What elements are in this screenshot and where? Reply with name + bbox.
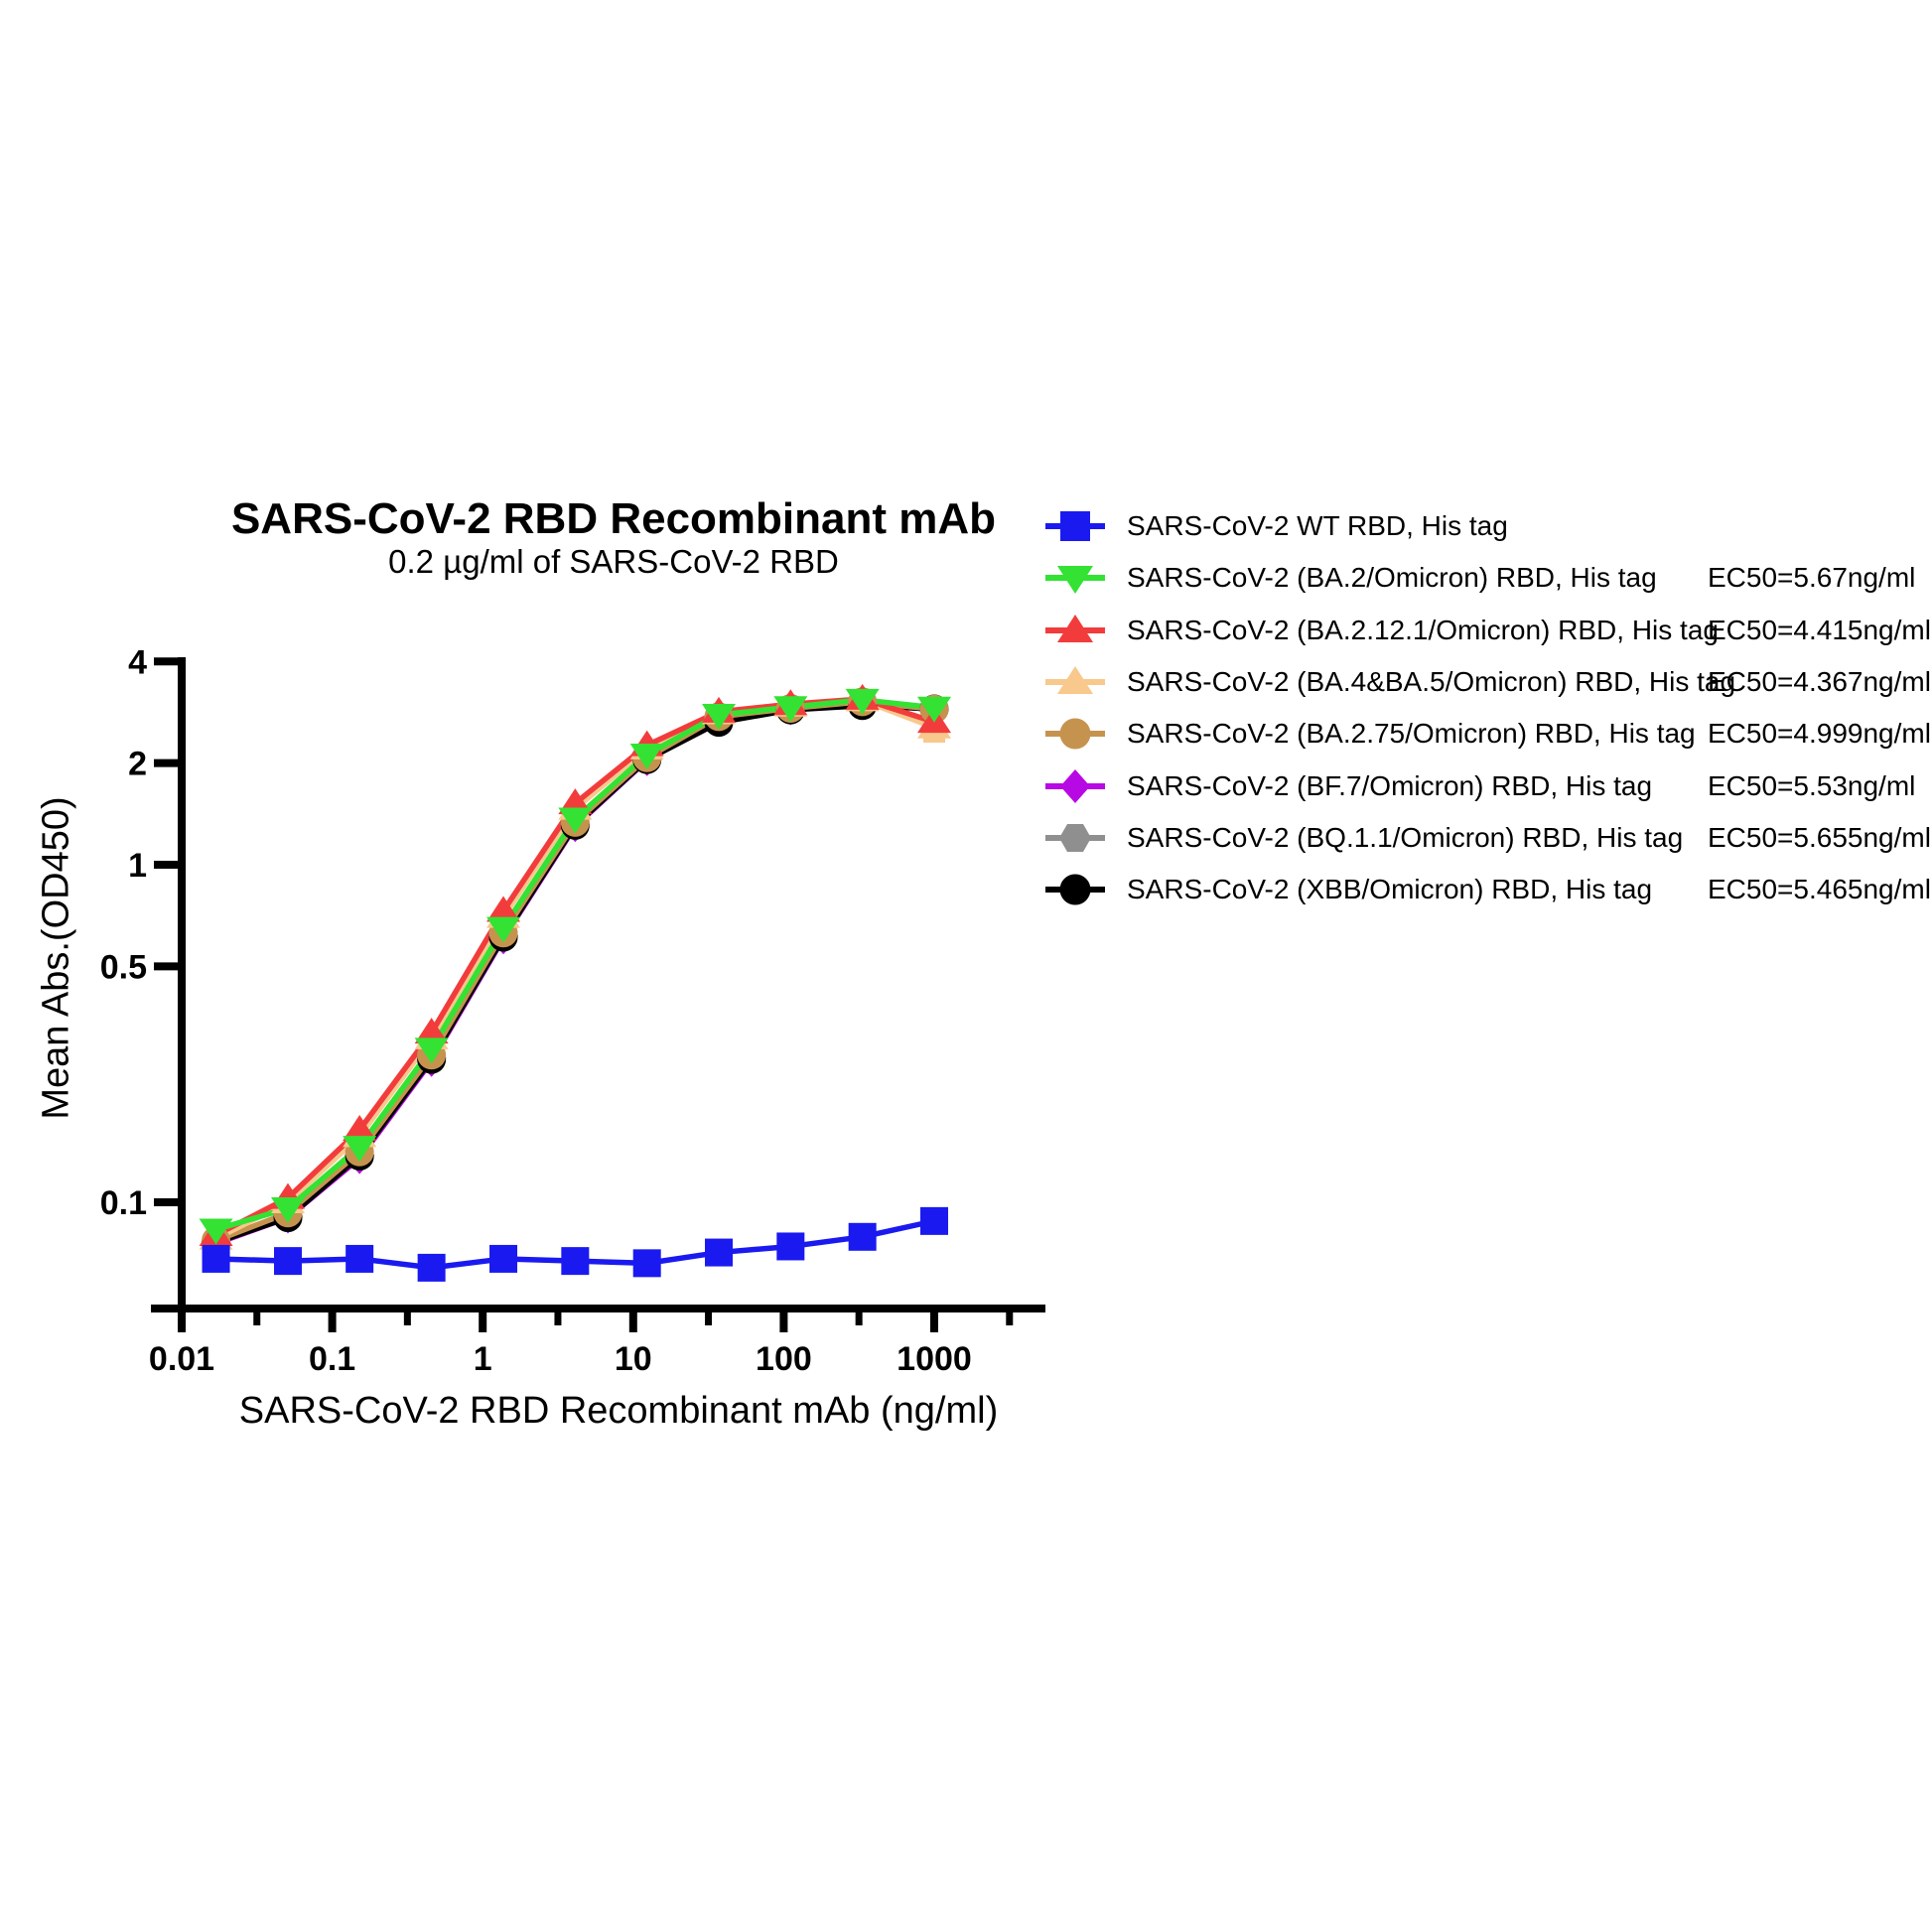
- x-tick-label: 0.01: [149, 1340, 214, 1378]
- triangle-down-legend-marker-icon: [1045, 566, 1105, 594]
- legend-row: SARS-CoV-2 (BA.2/Omicron) RBD, His tag EC…: [1042, 556, 1932, 600]
- chart-subtitle: 0.2 µg/ml of SARS-CoV-2 RBD: [388, 543, 839, 580]
- legend-series-label: SARS-CoV-2 WT RBD, His tag: [1127, 510, 1508, 541]
- chart-title: SARS-CoV-2 RBD Recombinant mAb: [230, 494, 997, 543]
- legend-series-label: SARS-CoV-2 (XBB/Omicron) RBD, His tag: [1127, 874, 1653, 904]
- data-point-triangle-down: [199, 1218, 233, 1245]
- legend-row: SARS-CoV-2 (BA.2.12.1/Omicron) RBD, His …: [1042, 609, 1932, 652]
- hexagon-legend-marker-icon: [1045, 824, 1105, 852]
- data-point-triangle-down: [773, 696, 808, 723]
- data-point-triangle-down: [271, 1197, 306, 1224]
- data-point-square: [848, 1222, 877, 1251]
- legend-series-label: SARS-CoV-2 (BA.2.12.1/Omicron) RBD, His …: [1127, 615, 1719, 645]
- data-point-triangle-down: [845, 688, 880, 715]
- legend-series-label: SARS-CoV-2 (BF.7/Omicron) RBD, His tag: [1127, 770, 1653, 801]
- y-tick-label: 1: [128, 847, 147, 885]
- data-point-triangle-down: [629, 744, 664, 770]
- data-point-square: [705, 1238, 734, 1267]
- x-tick-label: 0.1: [309, 1340, 355, 1378]
- series-line: [214, 699, 935, 1244]
- hexagon-icon: [1059, 824, 1091, 852]
- series-line: [214, 697, 935, 1242]
- legend-row: SARS-CoV-2 (BQ.1.1/Omicron) RBD, His tag…: [1042, 816, 1932, 860]
- legend-row: SARS-CoV-2 (BA.2.75/Omicron) RBD, His ta…: [1042, 712, 1932, 756]
- legend-ec50-value: EC50=4.415ng/ml: [1708, 615, 1931, 645]
- diamond-icon: [1060, 769, 1090, 803]
- data-point-square: [920, 1206, 948, 1235]
- data-point-triangle-up: [486, 896, 521, 922]
- circle-icon: [1059, 874, 1091, 905]
- x-tick-label: 10: [615, 1340, 652, 1378]
- y-tick-label: 0.1: [100, 1184, 147, 1222]
- legend-row: SARS-CoV-2 WT RBD, His tag: [1042, 504, 1932, 548]
- y-tick-label: 0.5: [100, 948, 147, 986]
- data-point-triangle-down: [702, 704, 737, 731]
- data-point-triangle-down: [414, 1037, 449, 1064]
- data-point-triangle-up: [343, 1114, 377, 1141]
- diamond-legend-marker-icon: [1045, 769, 1105, 803]
- circle-icon: [1059, 718, 1091, 750]
- legend-ec50-value: EC50=5.465ng/ml: [1708, 874, 1931, 904]
- x-tick-label: 1000: [897, 1340, 972, 1378]
- x-axis-title: SARS-CoV-2 RBD Recombinant mAb (ng/ml): [238, 1390, 999, 1432]
- data-point-triangle-up: [414, 1018, 449, 1044]
- data-point-square: [202, 1244, 230, 1273]
- y-tick-label: 4: [128, 643, 147, 681]
- data-point-square: [561, 1247, 590, 1276]
- legend: SARS-CoV-2 WT RBD, His tag SARS-CoV-2 (BA…: [1042, 504, 1932, 921]
- data-point-square: [345, 1244, 374, 1273]
- legend-series-label: SARS-CoV-2 (BA.2.75/Omicron) RBD, His ta…: [1127, 718, 1696, 749]
- triangle-up-legend-marker-icon: [1045, 615, 1105, 642]
- data-point-square: [417, 1253, 446, 1282]
- triangle-down-icon: [1057, 566, 1093, 594]
- x-tick-label: 1: [474, 1340, 492, 1378]
- x-tick-label: 100: [756, 1340, 812, 1378]
- data-point-triangle-down: [486, 916, 521, 943]
- legend-row: SARS-CoV-2 (BF.7/Omicron) RBD, His tag EC…: [1042, 764, 1932, 808]
- legend-series-label: SARS-CoV-2 (BA.4&BA.5/Omicron) RBD, His …: [1127, 666, 1736, 697]
- legend-ec50-value: EC50=4.999ng/ml: [1708, 718, 1931, 749]
- triangle-up-icon: [1057, 615, 1093, 642]
- series-line: [214, 696, 935, 1238]
- triangle-up-icon: [1057, 666, 1093, 694]
- data-point-triangle-down: [558, 807, 593, 834]
- legend-ec50-value: EC50=4.367ng/ml: [1708, 666, 1931, 697]
- legend-row: SARS-CoV-2 (XBB/Omicron) RBD, His tag EC5…: [1042, 868, 1932, 911]
- data-point-triangle-down: [343, 1136, 377, 1163]
- data-point-square: [776, 1232, 805, 1261]
- square-icon: [1060, 511, 1090, 541]
- legend-ec50-value: EC50=5.67ng/ml: [1708, 562, 1916, 593]
- legend-row: SARS-CoV-2 (BA.4&BA.5/Omicron) RBD, His …: [1042, 660, 1932, 704]
- circle-legend-marker-icon: [1045, 718, 1105, 750]
- square-legend-marker-icon: [1045, 511, 1105, 541]
- triangle-up-legend-marker-icon: [1045, 666, 1105, 694]
- data-point-triangle-down: [917, 696, 951, 723]
- circle-legend-marker-icon: [1045, 874, 1105, 905]
- legend-ec50-value: EC50=5.655ng/ml: [1708, 822, 1931, 853]
- data-point-square: [632, 1249, 661, 1278]
- legend-ec50-value: EC50=5.53ng/ml: [1708, 770, 1916, 801]
- y-tick-label: 2: [128, 746, 147, 783]
- legend-series-label: SARS-CoV-2 (BA.2/Omicron) RBD, His tag: [1127, 562, 1657, 593]
- series-line: [214, 697, 935, 1233]
- data-point-square: [489, 1244, 518, 1273]
- data-point-square: [274, 1247, 303, 1276]
- legend-series-label: SARS-CoV-2 (BQ.1.1/Omicron) RBD, His tag: [1127, 822, 1684, 853]
